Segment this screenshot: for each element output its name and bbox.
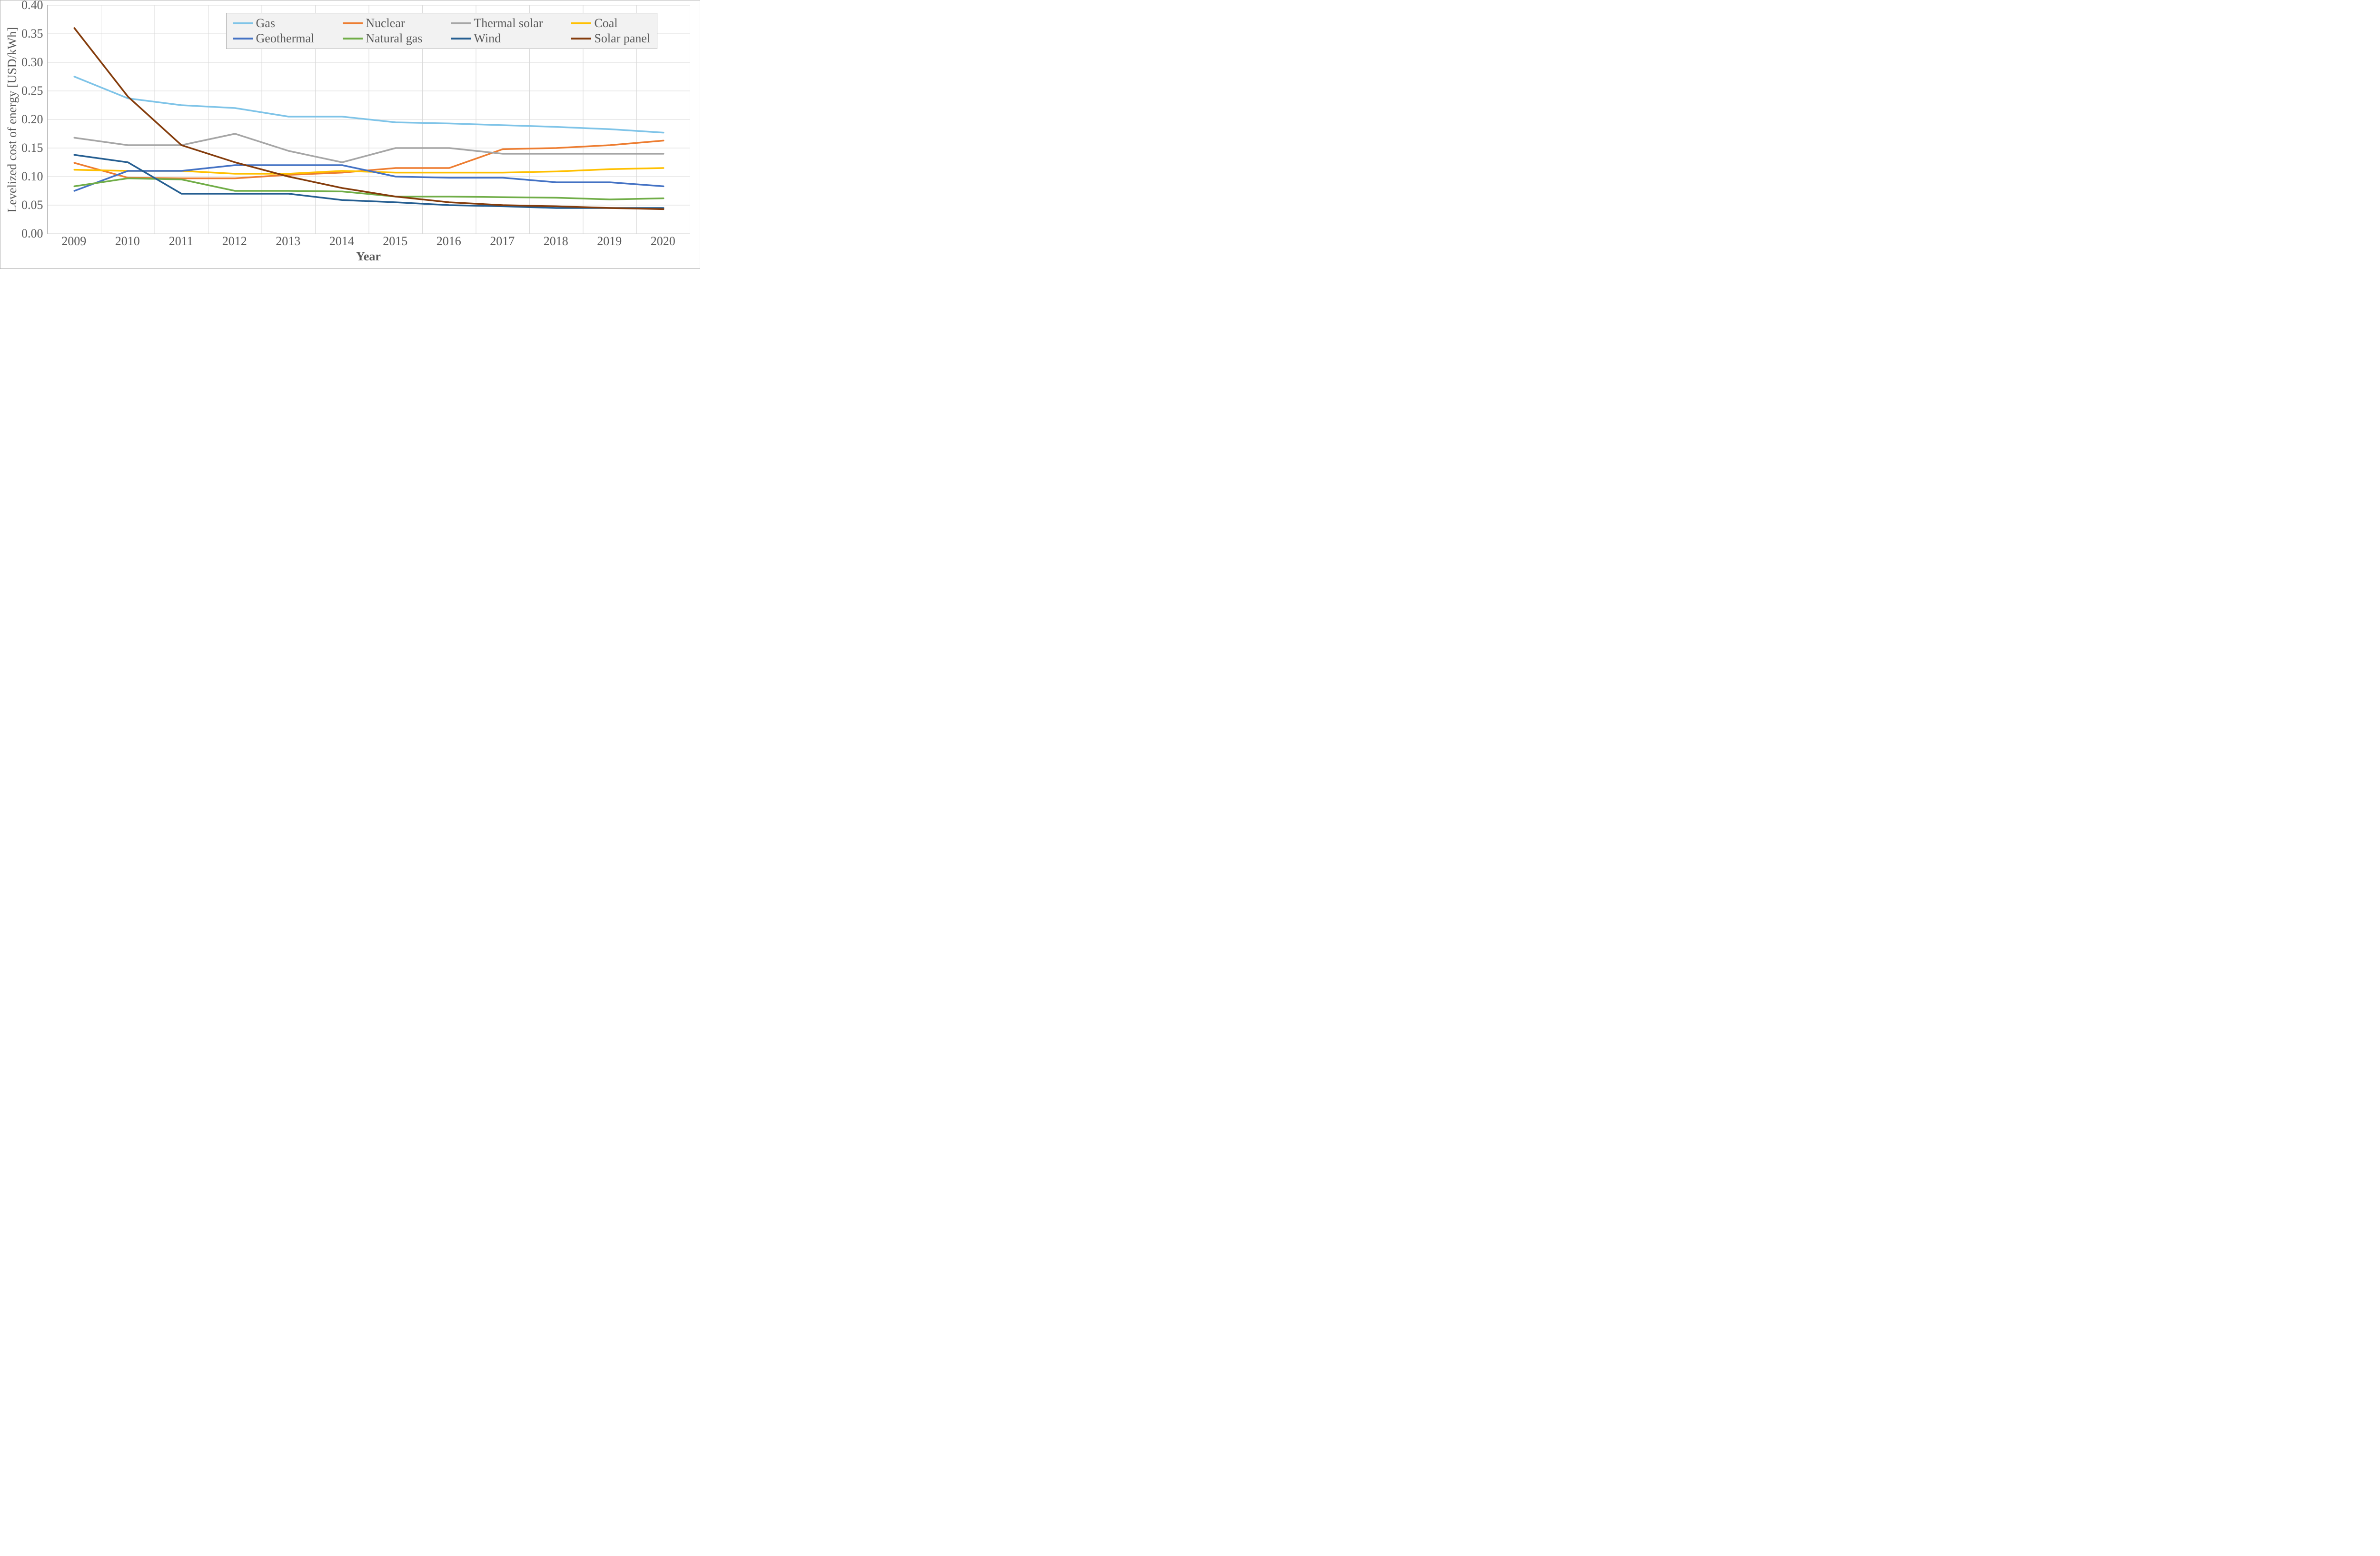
legend-item-solar_panel: Solar panel bbox=[571, 31, 650, 46]
legend-swatch bbox=[451, 22, 471, 24]
x-tick-label: 2013 bbox=[261, 234, 315, 248]
x-tick-label: 2020 bbox=[636, 234, 690, 248]
plot-area: Gas Nuclear Thermal solar Coal Geothermal Nat… bbox=[47, 5, 690, 234]
x-tick-label: 2011 bbox=[154, 234, 208, 248]
x-tick-label: 2012 bbox=[208, 234, 262, 248]
x-tick-label: 2019 bbox=[583, 234, 636, 248]
legend-item-gas: Gas bbox=[233, 16, 315, 30]
x-tick-label: 2015 bbox=[368, 234, 422, 248]
x-tick-label: 2018 bbox=[529, 234, 583, 248]
legend-label: Geothermal bbox=[256, 31, 315, 46]
legend-label: Coal bbox=[594, 16, 617, 30]
legend-item-nuclear: Nuclear bbox=[343, 16, 422, 30]
legend-item-coal: Coal bbox=[571, 16, 650, 30]
legend-label: Solar panel bbox=[594, 31, 650, 46]
legend-swatch bbox=[451, 38, 471, 40]
legend-label: Gas bbox=[256, 16, 275, 30]
legend-label: Nuclear bbox=[366, 16, 405, 30]
legend-swatch bbox=[233, 38, 253, 40]
x-axis-label: Year bbox=[356, 249, 381, 263]
y-axis-label: Levelized cost of energy [USD/kWh] bbox=[5, 5, 21, 234]
x-tick-label: 2016 bbox=[422, 234, 476, 248]
legend-item-natural_gas: Natural gas bbox=[343, 31, 422, 46]
x-axis-ticks: 2009201020112012201320142015201620172018… bbox=[47, 234, 690, 248]
legend-swatch bbox=[233, 22, 253, 24]
legend-label: Wind bbox=[474, 31, 501, 46]
x-tick-label: 2010 bbox=[101, 234, 155, 248]
legend-item-thermal_solar: Thermal solar bbox=[451, 16, 543, 30]
x-tick-label: 2017 bbox=[476, 234, 529, 248]
legend: Gas Nuclear Thermal solar Coal Geothermal Nat… bbox=[226, 13, 658, 49]
legend-label: Thermal solar bbox=[474, 16, 543, 30]
legend-swatch bbox=[571, 38, 591, 40]
y-axis-ticks: 0.400.350.300.250.200.150.100.050.00 bbox=[21, 5, 47, 234]
legend-item-geothermal: Geothermal bbox=[233, 31, 315, 46]
legend-swatch bbox=[343, 22, 363, 24]
x-tick-label: 2009 bbox=[47, 234, 101, 248]
legend-label: Natural gas bbox=[366, 31, 422, 46]
legend-item-wind: Wind bbox=[451, 31, 543, 46]
legend-swatch bbox=[571, 22, 591, 24]
x-tick-label: 2014 bbox=[315, 234, 369, 248]
legend-swatch bbox=[343, 38, 363, 40]
chart-container: Levelized cost of energy [USD/kWh] 0.400… bbox=[0, 0, 700, 269]
